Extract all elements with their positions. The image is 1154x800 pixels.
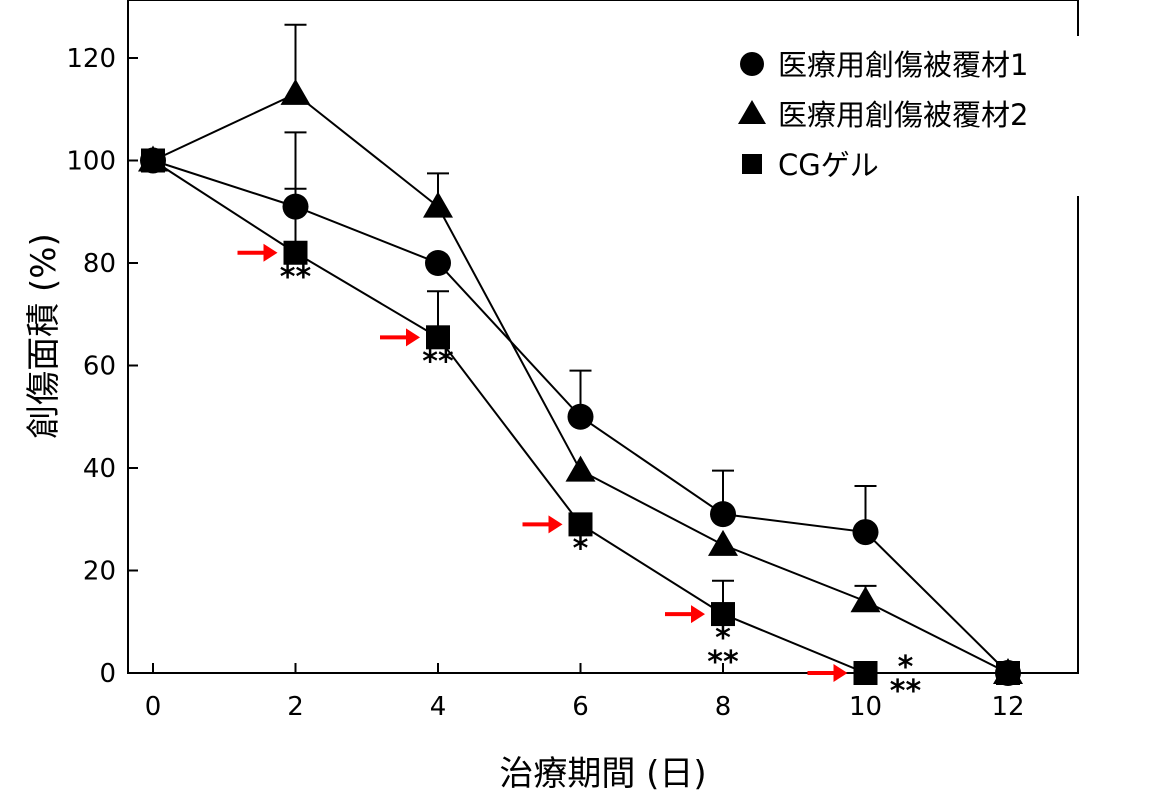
x-tick-label: 10	[849, 692, 882, 722]
data-point-square	[568, 512, 593, 537]
data-point-triangle	[708, 529, 738, 556]
x-tick-label: 0	[145, 692, 162, 722]
data-point-circle	[567, 403, 594, 430]
data-point-circle	[710, 501, 736, 528]
y-tick-label: 60	[83, 352, 116, 382]
data-point-square	[996, 661, 1020, 685]
data-point-square	[283, 240, 308, 265]
x-axis-title: 治療期間 (日)	[499, 754, 706, 794]
legend-box	[724, 36, 1154, 196]
significance-mark: **	[422, 344, 454, 379]
significance-arrow-head	[263, 243, 278, 262]
legend-marker-circle	[740, 52, 764, 76]
data-point-triangle	[423, 191, 453, 218]
legend-label: CGゲル	[778, 148, 879, 182]
series-circle	[140, 131, 1021, 686]
data-point-square	[426, 325, 450, 350]
significance-arrow-head	[691, 605, 705, 624]
data-point-square	[853, 661, 878, 685]
y-tick-label: 120	[66, 44, 116, 74]
significance-mark: *	[715, 621, 731, 656]
x-tick-label: 8	[715, 692, 732, 722]
legend-marker-triangle	[738, 100, 766, 124]
x-tick-label: 2	[287, 692, 304, 722]
y-axis-title: 創傷面積 (%)	[24, 233, 64, 439]
significance-arrow-head	[548, 515, 563, 534]
data-point-circle	[852, 519, 879, 546]
significance-mark: *	[573, 531, 589, 566]
legend-marker-square	[742, 154, 762, 174]
significance-mark: **	[280, 260, 312, 295]
data-point-triangle	[565, 455, 596, 482]
y-tick-label: 40	[83, 454, 116, 484]
significance-arrow-head	[406, 328, 420, 347]
x-tick-label: 6	[572, 692, 589, 722]
plot-frame	[127, 0, 1079, 674]
significance-arrow-head	[833, 664, 848, 682]
data-point-triangle	[850, 586, 881, 613]
y-tick-label: 80	[83, 249, 116, 279]
data-point-triangle	[280, 78, 311, 105]
y-tick-label: 20	[83, 557, 116, 587]
significance-mark: **	[890, 674, 922, 709]
y-tick-label: 100	[66, 147, 116, 177]
significance-mark: *	[898, 650, 914, 685]
significance-mark: **	[707, 645, 739, 680]
x-tick-label: 4	[430, 692, 447, 722]
series-square	[141, 148, 1020, 685]
x-tick-label: 12	[991, 692, 1024, 722]
y-tick-label: 0	[99, 659, 116, 689]
legend-label: 医療用創傷被覆材2	[778, 98, 1028, 132]
data-point-square	[711, 602, 735, 627]
legend-label: 医療用創傷被覆材1	[778, 48, 1028, 82]
data-point-circle	[425, 250, 451, 276]
data-point-square	[141, 148, 165, 173]
